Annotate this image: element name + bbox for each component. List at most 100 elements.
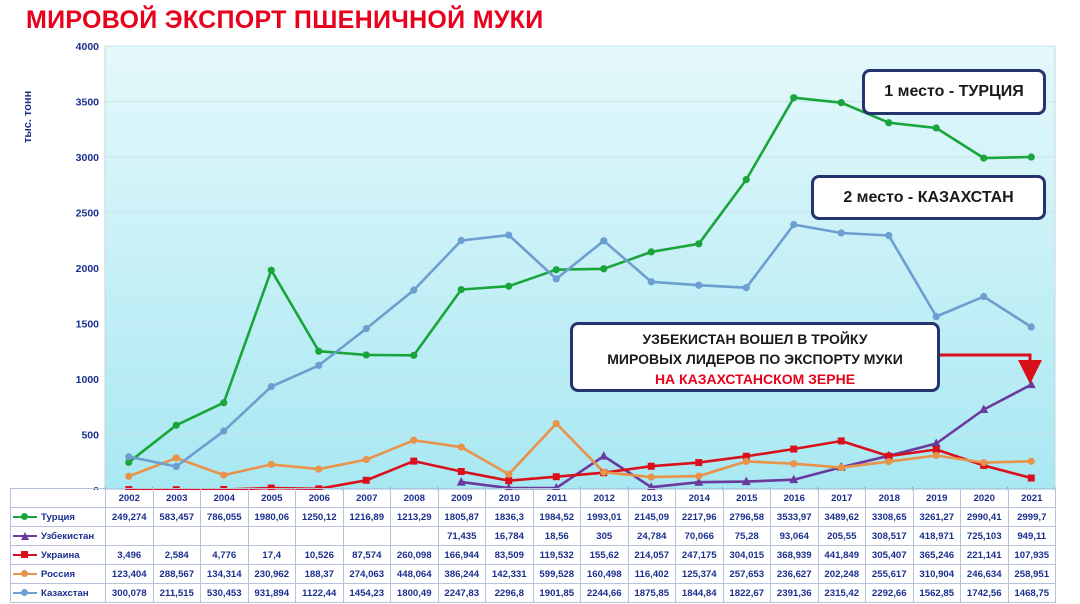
data-label: 2247,83 [437,583,486,603]
data-table: 2002 2003 2004 2005 2006 2007 2008 2009 2010 2011… [10,488,1056,603]
data-label: 1742,56 [960,583,1009,603]
data-point [456,477,466,486]
legend-label: Турция [41,511,75,523]
legend-label: Узбекистан [41,530,95,542]
data-label: 725,103 [960,526,1009,546]
data-point [647,278,655,286]
data-label: 1993,01 [580,507,629,527]
data-label: 107,935 [1007,545,1056,565]
data-point [267,460,275,468]
data-point [694,477,704,486]
x-tick-label: 2019 [912,488,961,508]
data-point [599,451,609,460]
data-point [172,462,180,471]
x-tick-label: 2002 [105,488,154,508]
data-label: 2296,8 [485,583,534,603]
data-label: 125,374 [675,564,724,584]
series-line-4 [128,223,1033,468]
data-label: 1213,29 [390,507,439,527]
data-label: 300,078 [105,583,154,603]
data-label [390,526,439,546]
data-label [152,526,201,546]
table-row: Украина 3,496 2,584 4,776 17,4 10,526 87,574 26… [10,545,1056,565]
table-row: Турция 249,274 583,457 786,055 1980,06 1250,1… [10,507,1056,527]
data-point [885,458,893,466]
data-label: 16,784 [485,526,534,546]
data-label: 3261,27 [912,507,961,527]
data-label: 949,11 [1007,526,1056,546]
data-point [552,473,560,481]
data-label: 1454,23 [342,583,391,603]
data-label: 2,584 [152,545,201,565]
x-tick-label: 2012 [580,488,629,508]
data-point [790,445,798,453]
data-label: 1805,87 [437,507,486,527]
data-label: 188,37 [295,564,344,584]
data-point [457,285,465,294]
table-corner [10,488,106,508]
data-point [410,457,418,465]
data-label: 87,574 [342,545,391,565]
x-tick-label: 2021 [1007,488,1056,508]
data-point [220,427,228,435]
data-point [742,284,750,292]
data-label: 255,617 [865,564,914,584]
data-label: 2315,42 [817,583,866,603]
legend-entry: Турция [10,507,106,527]
data-point [457,236,465,245]
data-point [315,465,323,473]
x-tick-label: 2014 [675,488,724,508]
data-label: 10,526 [295,545,344,565]
data-label: 1122,44 [295,583,344,603]
data-label: 1250,12 [295,507,344,527]
table-row: Россия 123,404 288,567 134,314 230,962 188,37… [10,564,1056,584]
data-label: 386,244 [437,564,486,584]
callout-uzbekistan-line3: НА КАЗАХСТАНСКОМ ЗЕРНЕ [654,371,856,387]
callout-uzbekistan-line2: МИРОВЫХ ЛИДЕРОВ ПО ЭКСПОРТУ МУКИ [607,351,903,367]
data-label: 2391,36 [770,583,819,603]
data-point [885,452,893,460]
data-point [885,231,893,240]
legend-entry: Россия [10,564,106,584]
data-point [315,361,323,370]
data-label: 288,567 [152,564,201,584]
data-point [932,451,940,460]
data-label: 3308,65 [865,507,914,527]
data-label: 305 [580,526,629,546]
data-point [790,220,798,229]
x-tick-label: 2013 [627,488,676,508]
data-label: 310,904 [912,564,961,584]
y-tick-label: 4000 [76,41,100,53]
data-point [410,436,418,444]
legend-entry: Украина [10,545,106,565]
data-point [837,99,845,107]
data-point [457,443,465,451]
table-row: Узбекистан 71,435 16,784 18,56 305 24,784 70,0… [10,526,1056,546]
legend-key [13,588,37,598]
data-label: 931,894 [247,583,296,603]
y-tick-label: 0 [93,485,99,490]
x-tick-label: 2005 [247,488,296,508]
data-point [267,484,275,490]
data-point [362,476,370,484]
data-label: 257,653 [722,564,771,584]
data-label: 93,064 [770,526,819,546]
callout-arrow [940,353,1042,384]
data-point [1027,323,1035,331]
data-label: 441,849 [817,545,866,565]
x-tick-label: 2016 [770,488,819,508]
legend-key [13,531,37,541]
y-tick-label: 1000 [76,374,100,386]
data-label: 3489,62 [817,507,866,527]
data-label: 448,064 [390,564,439,584]
data-point [1027,474,1035,482]
data-label: 142,331 [485,564,534,584]
data-point [362,351,370,359]
data-label: 155,62 [580,545,629,565]
data-label [342,526,391,546]
data-point [220,471,228,479]
data-label: 304,015 [722,545,771,565]
data-label: 786,055 [200,507,249,527]
data-point [980,292,988,301]
data-label: 2244,66 [580,583,629,603]
